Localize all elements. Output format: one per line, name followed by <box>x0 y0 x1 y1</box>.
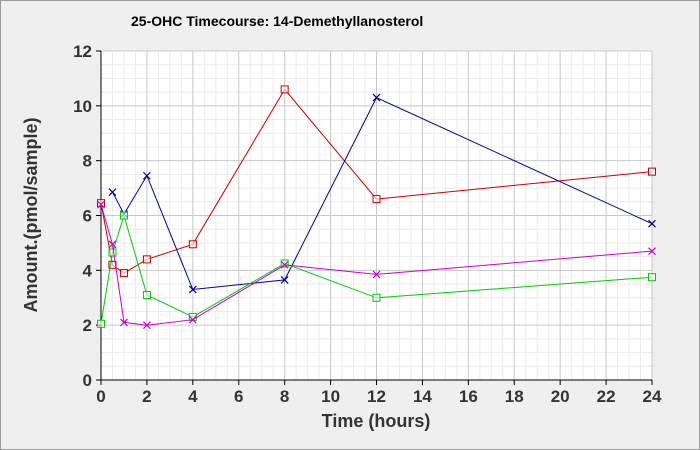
x-tick-label: 18 <box>505 387 524 406</box>
x-tick-label: 12 <box>367 387 386 406</box>
x-tick-label: 2 <box>142 387 151 406</box>
y-tick-label: 2 <box>83 316 92 335</box>
y-tick-label: 8 <box>83 152 92 171</box>
y-tick-label: 6 <box>83 207 92 226</box>
y-tick-label: 4 <box>83 261 93 280</box>
data-point <box>372 270 381 279</box>
data-point <box>648 273 656 282</box>
data-point <box>188 240 197 249</box>
x-tick-label: 16 <box>459 387 478 406</box>
series-layer <box>97 85 656 330</box>
data-point <box>280 259 289 268</box>
y-tick-label: 10 <box>73 97 92 116</box>
data-point <box>97 200 105 209</box>
data-point <box>119 211 128 220</box>
data-point <box>372 195 381 204</box>
data-point <box>97 319 105 328</box>
x-tick-label: 14 <box>413 387 432 406</box>
data-point <box>648 167 656 176</box>
x-tick-label: 8 <box>280 387 289 406</box>
data-point <box>280 260 289 269</box>
data-point <box>108 240 117 249</box>
series-4 <box>97 200 656 330</box>
data-point <box>142 255 151 264</box>
data-point <box>108 188 117 197</box>
data-point <box>372 293 381 302</box>
data-point <box>142 171 151 180</box>
x-tick-label: 22 <box>597 387 616 406</box>
x-tick-label: 20 <box>551 387 570 406</box>
chart-title: 25-OHC Timecourse: 14-Demethyllanosterol <box>131 13 423 29</box>
x-tick-label: 6 <box>234 387 243 406</box>
data-point <box>280 85 289 94</box>
data-point <box>142 291 151 300</box>
x-tick-label: 24 <box>643 387 662 406</box>
data-point <box>280 276 289 284</box>
data-point <box>119 269 128 278</box>
data-point <box>142 321 151 330</box>
y-axis-label: Amount.(pmol/sample) <box>21 117 41 312</box>
x-tick-label: 0 <box>96 387 105 406</box>
x-axis-label: Time (hours) <box>322 411 431 431</box>
data-point <box>648 247 656 256</box>
data-point <box>648 219 656 228</box>
data-point <box>108 248 117 257</box>
y-tick-label: 12 <box>73 42 92 61</box>
data-point <box>97 199 105 208</box>
data-point <box>188 285 197 294</box>
data-point <box>188 315 197 324</box>
series-1 <box>97 85 656 278</box>
data-point <box>372 93 381 102</box>
x-tick-label: 10 <box>321 387 340 406</box>
data-point <box>120 318 128 327</box>
series-line <box>100 204 653 326</box>
x-tick-label: 4 <box>188 387 198 406</box>
y-tick-label: 0 <box>83 371 92 390</box>
grid <box>100 50 653 381</box>
